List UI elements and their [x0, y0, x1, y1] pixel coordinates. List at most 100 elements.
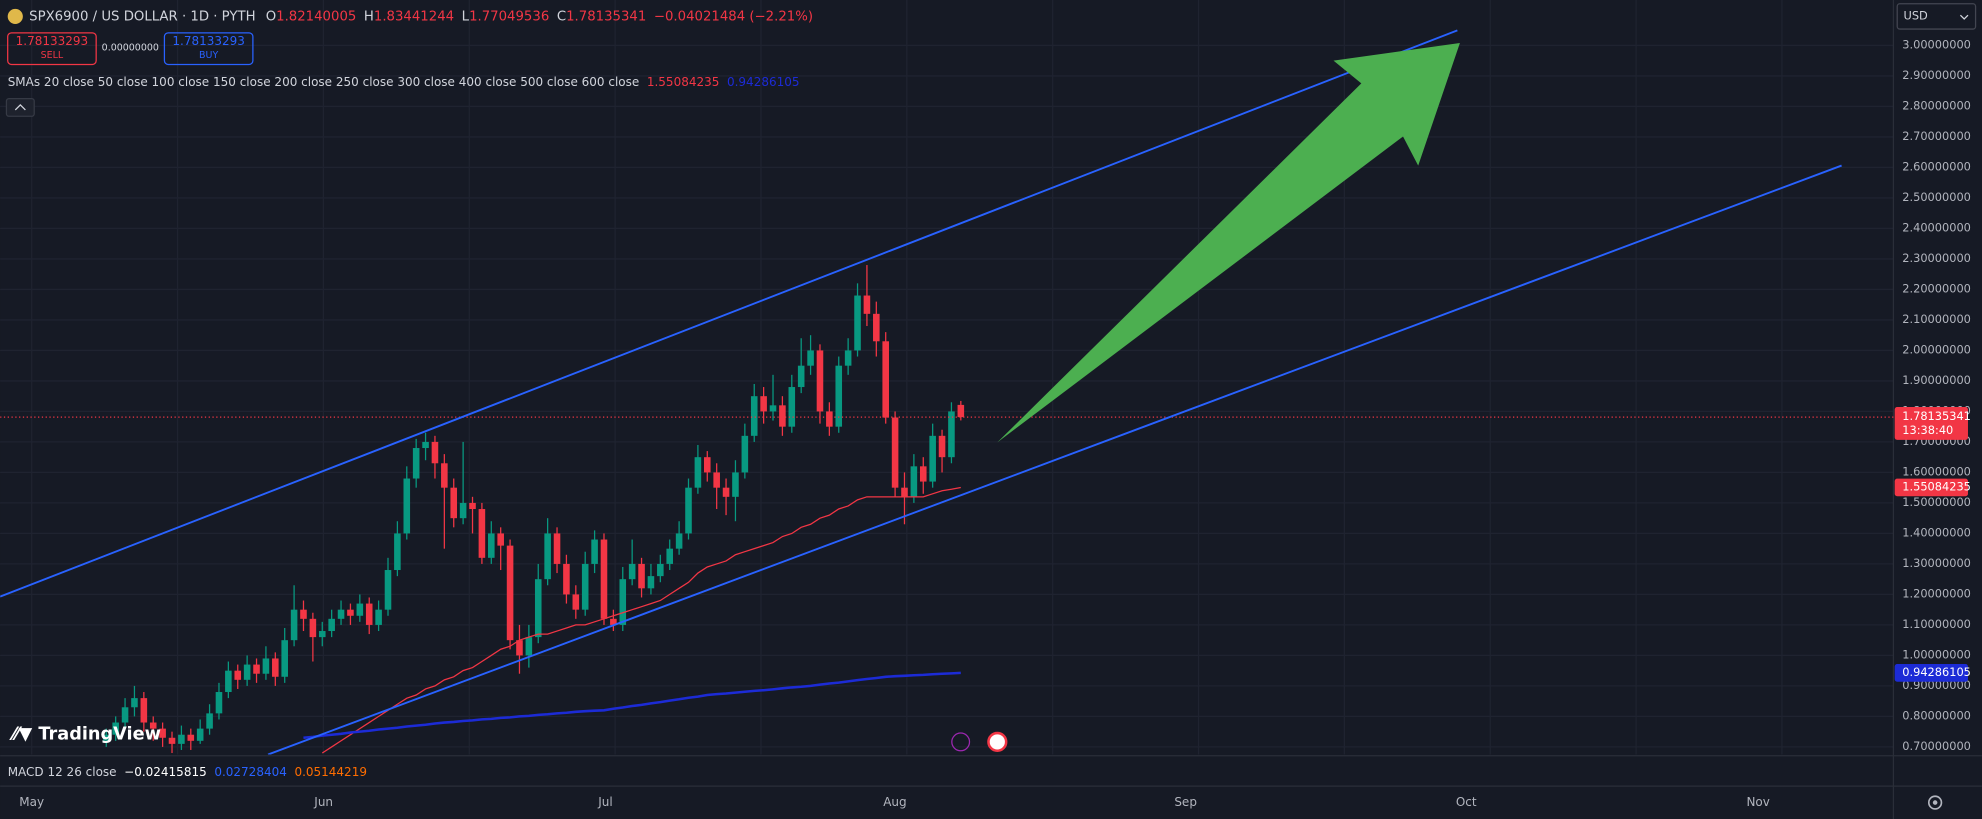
candle-body [422, 441, 429, 449]
logo-text: TradingView [38, 724, 161, 744]
candle-body [112, 722, 119, 735]
y-tick-label: 2.10000000 [1902, 312, 1971, 326]
flag-icon[interactable] [987, 731, 1008, 753]
candle-body [854, 295, 861, 351]
dropdown-icon [1959, 14, 1969, 20]
candle-body [675, 533, 683, 549]
candle-body [187, 734, 195, 741]
candle-body [628, 563, 636, 580]
candle-body [394, 533, 401, 571]
candle-body [497, 533, 504, 546]
candle-body [534, 579, 542, 638]
change: −0.04021484 (−2.21%) [654, 9, 813, 24]
candle-body [863, 295, 871, 314]
candle-body [403, 478, 411, 534]
currency-button[interactable] [1896, 3, 1977, 30]
candle-body [657, 563, 664, 577]
event-icon[interactable] [951, 732, 971, 752]
candle-body [215, 692, 223, 714]
candle-body [610, 618, 617, 625]
candle-body [281, 640, 288, 677]
lower-trendline [267, 164, 1842, 755]
sma-line [321, 486, 961, 754]
candle-body [131, 698, 138, 708]
y-tick-label: 1.10000000 [1902, 617, 1971, 631]
candle-body [262, 658, 270, 674]
y-tick-label: 1.20000000 [1902, 586, 1971, 600]
indicator-value: 0.94286105 [727, 75, 800, 89]
candle-body [412, 448, 420, 479]
candle-body [807, 350, 814, 366]
sell-price: 1.78133293 [16, 34, 89, 48]
x-tick-label: May [19, 795, 44, 809]
y-tick-label: 0.70000000 [1902, 739, 1971, 753]
sell-button[interactable] [7, 32, 97, 66]
ohlc-label: C [557, 9, 566, 24]
y-tick-label: 2.00000000 [1902, 342, 1971, 356]
y-tick-label: 2.90000000 [1902, 68, 1971, 82]
y-tick-label: 2.60000000 [1902, 159, 1971, 173]
candle-body [769, 405, 777, 412]
x-tick-label: Nov [1746, 795, 1769, 809]
candle-body [525, 637, 533, 656]
ohlc-value: 1.77049536 [469, 9, 549, 24]
candle-body [365, 603, 373, 625]
candle-body [563, 563, 570, 595]
candle-body [149, 722, 157, 729]
candle-body [140, 698, 148, 723]
drawings [0, 29, 1842, 755]
x-tick-label: Oct [1456, 795, 1477, 809]
candle-body [919, 466, 927, 482]
candle-body [685, 487, 692, 534]
sma-tag [1894, 663, 1968, 682]
x-tick-label: Sep [1174, 795, 1197, 809]
candle-body [910, 466, 918, 497]
candle-body [272, 658, 279, 677]
y-tick-label: 2.30000000 [1902, 251, 1971, 265]
candle-body [206, 713, 213, 729]
ohlc-label: H [364, 9, 374, 24]
candle-body [544, 533, 551, 580]
candle-body [873, 313, 880, 342]
candle-body [196, 728, 204, 741]
candle-body [816, 350, 824, 412]
candle-body [703, 457, 711, 473]
settings-icon-center [1932, 800, 1938, 805]
x-tick-label: Jun [313, 795, 333, 809]
candle-body [741, 435, 749, 473]
collapse-button[interactable] [5, 97, 35, 117]
macd-value: −0.02415815 [124, 765, 207, 779]
candle-body [431, 441, 439, 464]
y-tick-label: 2.50000000 [1902, 190, 1971, 204]
candle-body [600, 539, 608, 619]
y-tick-label: 3.00000000 [1902, 37, 1971, 51]
price-tag-value: 1.78135341 [1902, 409, 1971, 423]
header: SPX6900 / US DOLLAR · 1D · PYTH O1.821400… [29, 9, 813, 24]
candle-body [121, 707, 129, 723]
candle-body [553, 533, 561, 564]
candle-body [938, 435, 946, 458]
candle-body [732, 472, 739, 497]
ohlc-value: 1.82140005 [276, 9, 356, 24]
ohlc-value: 1.83441244 [374, 9, 454, 24]
candle-body [347, 609, 354, 616]
candle-body [478, 509, 486, 558]
settings-icon[interactable] [1927, 795, 1943, 810]
buy-price: 1.78133293 [172, 34, 245, 48]
candle-body [957, 404, 965, 418]
candle-body [591, 539, 598, 564]
buy-button[interactable] [163, 32, 254, 66]
candle-body [760, 396, 767, 412]
logo: ⁄⁄▼ TradingView [9, 724, 161, 744]
candle-body [102, 734, 110, 741]
y-tick-label: 2.70000000 [1902, 129, 1971, 143]
candle-body [375, 609, 382, 625]
sma-tag-value: 0.94286105 [1902, 665, 1971, 679]
candle-body [290, 609, 298, 641]
candle-body [516, 640, 523, 656]
title: SPX6900 / US DOLLAR · 1D · PYTH [29, 9, 255, 24]
x-tick-label: Jul [597, 795, 612, 809]
ohlc-value: 1.78135341 [566, 9, 646, 24]
plot [0, 265, 1894, 754]
